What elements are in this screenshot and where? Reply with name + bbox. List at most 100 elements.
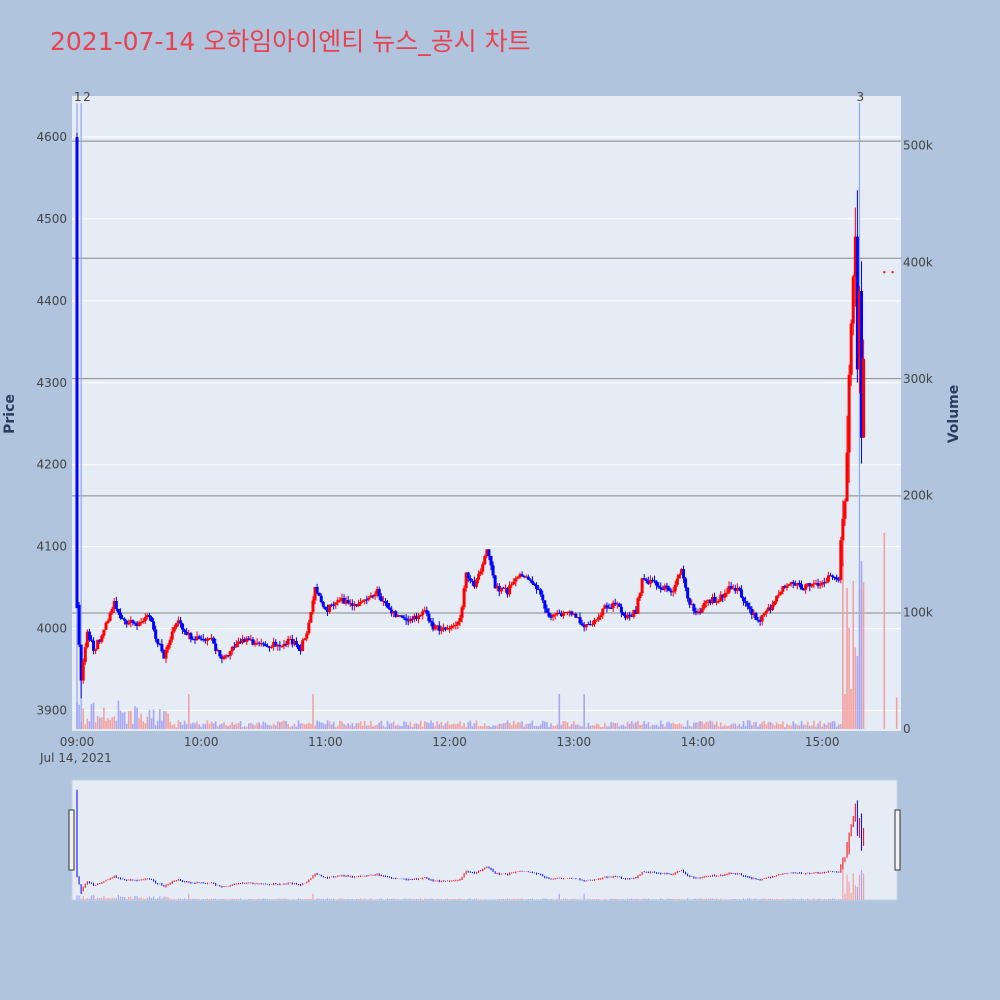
volume-bar xyxy=(616,722,619,729)
volume-bar xyxy=(303,724,306,729)
candle-body xyxy=(661,589,665,591)
mini-volume-bar xyxy=(527,899,529,900)
volume-bar xyxy=(686,720,689,729)
mini-volume-bar xyxy=(500,899,502,900)
candle-body xyxy=(284,643,288,645)
news-marker-label: 1 xyxy=(74,90,82,104)
range-slider-left-handle[interactable] xyxy=(68,809,75,871)
mini-volume-bar xyxy=(730,899,732,900)
candle-body xyxy=(626,614,630,619)
candle-body xyxy=(249,639,253,641)
mini-volume-bar xyxy=(475,898,478,900)
volume-bar xyxy=(724,724,726,729)
volume-tick-label: 500k xyxy=(903,139,933,153)
candle-body xyxy=(706,599,710,602)
volume-bar xyxy=(297,720,300,729)
volume-bar xyxy=(618,726,621,729)
mini-volume-bar xyxy=(473,898,476,900)
candle-body xyxy=(779,591,783,595)
volume-bar xyxy=(535,726,538,729)
range-slider-preview xyxy=(76,789,865,900)
volume-bar xyxy=(842,561,844,729)
candle-body xyxy=(644,579,648,582)
volume-bar xyxy=(308,722,310,729)
mini-volume-bar xyxy=(769,898,772,900)
candle-body xyxy=(172,627,176,632)
candle-body xyxy=(346,600,350,604)
mini-volume-bar xyxy=(713,899,716,900)
candle-body xyxy=(648,579,652,584)
volume-bar xyxy=(394,725,397,729)
mini-volume-bar xyxy=(802,899,805,900)
mini-volume-bar xyxy=(647,898,649,900)
candle-body xyxy=(365,599,369,601)
candle-body xyxy=(332,604,336,606)
candle-body xyxy=(168,639,172,645)
mini-volume-bar xyxy=(376,899,378,900)
volume-bar xyxy=(833,721,836,729)
candle-body xyxy=(713,596,717,603)
volume-bar xyxy=(568,726,571,729)
range-slider-right-handle[interactable] xyxy=(894,809,901,871)
mini-volume-bar xyxy=(181,899,184,900)
volume-bar xyxy=(144,723,147,729)
volume-bar xyxy=(469,720,472,729)
volume-bar xyxy=(171,725,174,729)
mini-volume-bar xyxy=(484,899,486,900)
candle-body xyxy=(580,623,584,626)
candle-body xyxy=(532,583,536,586)
volume-bar xyxy=(90,703,93,729)
mini-volume-bar xyxy=(809,899,811,900)
candle-body xyxy=(721,594,725,598)
mini-volume-bar xyxy=(529,898,531,900)
candle-body xyxy=(793,583,797,586)
candle-body xyxy=(164,649,168,659)
candle-body xyxy=(657,585,661,588)
mini-volume-bar xyxy=(732,899,734,900)
candle-body xyxy=(419,615,423,617)
volume-bar xyxy=(461,726,463,729)
mini-volume-bar xyxy=(850,892,852,900)
candle-body xyxy=(499,587,503,592)
mini-volume-bar xyxy=(121,897,124,900)
candle-body xyxy=(255,642,259,644)
mini-volume-bar xyxy=(126,899,128,900)
mini-volume-bar xyxy=(693,898,695,900)
mini-volume-bar xyxy=(202,899,204,900)
candle-body xyxy=(408,618,412,622)
volume-bar xyxy=(757,726,759,729)
mini-volume-bar xyxy=(842,869,844,900)
mini-volume-bar xyxy=(150,898,153,900)
mini-volume-bar xyxy=(157,898,159,900)
volume-bar xyxy=(827,722,830,729)
candle-body xyxy=(443,627,447,630)
range-slider[interactable] xyxy=(71,779,898,901)
mini-volume-bar xyxy=(314,899,316,900)
volume-bar xyxy=(744,726,747,729)
volume-bar xyxy=(829,722,832,729)
mini-volume-bar xyxy=(364,898,366,900)
volume-bar xyxy=(728,725,730,729)
candle-body xyxy=(717,601,721,603)
candle-body xyxy=(417,615,421,620)
mini-volume-bar xyxy=(331,899,333,900)
candle-body xyxy=(274,641,278,647)
mini-volume-bar xyxy=(554,899,556,900)
candle-body xyxy=(439,629,443,631)
volume-bar xyxy=(432,722,434,729)
candle-body xyxy=(460,607,464,618)
mini-volume-bar xyxy=(397,899,399,900)
candle-body xyxy=(570,611,574,615)
candle-body xyxy=(781,586,785,592)
volume-bar xyxy=(626,721,629,729)
candle-body xyxy=(263,644,267,647)
volume-bar xyxy=(614,723,616,729)
candle-body xyxy=(226,655,230,657)
mini-volume-bar xyxy=(701,898,703,900)
mini-volume-bar xyxy=(299,898,302,900)
candle-body xyxy=(251,639,255,645)
volume-bar xyxy=(802,724,805,729)
volume-bar xyxy=(554,726,556,729)
mini-volume-bar xyxy=(488,899,490,900)
mini-volume-bar xyxy=(759,899,761,900)
